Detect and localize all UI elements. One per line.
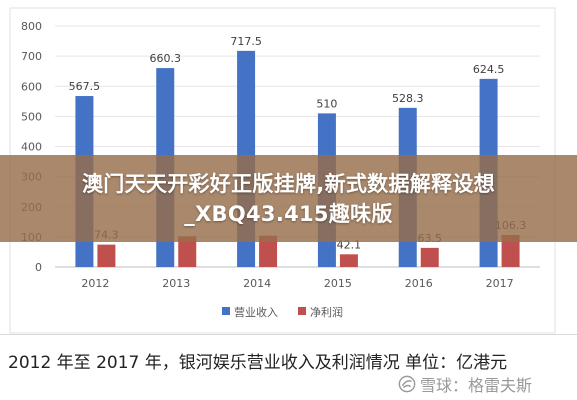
data-label: 510 bbox=[316, 97, 337, 110]
legend: 营业收入 净利润 bbox=[222, 305, 343, 319]
bar-profit bbox=[420, 247, 439, 267]
x-tick-label: 2012 bbox=[81, 277, 109, 290]
data-label: 528.3 bbox=[392, 92, 424, 105]
x-tick-label: 2014 bbox=[243, 277, 271, 290]
data-label: 717.5 bbox=[230, 35, 262, 48]
bar-profit bbox=[259, 235, 278, 267]
legend-swatch bbox=[298, 307, 306, 315]
data-label: 660.3 bbox=[150, 52, 182, 65]
y-tick-label: 600 bbox=[21, 80, 42, 93]
y-tick-label: 500 bbox=[21, 110, 42, 123]
data-label: 624.5 bbox=[473, 63, 505, 76]
bar-profit bbox=[501, 234, 520, 267]
watermark-text: 雪球：格雷夫斯 bbox=[420, 376, 533, 395]
overlay-banner: 澳门天天开彩好正版挂牌,新式数据解释设想 _XBQ43.415趣味版 bbox=[0, 155, 577, 242]
legend-swatch bbox=[222, 307, 230, 315]
bar-profit bbox=[178, 236, 197, 267]
y-tick-label: 800 bbox=[21, 20, 42, 33]
bar-profit bbox=[339, 254, 358, 267]
x-tick-label: 2015 bbox=[324, 277, 352, 290]
chart-caption: 2012 年至 2017 年，银河娱乐营业收入及利润情况 单位：亿港元 bbox=[8, 353, 508, 373]
legend-label: 净利润 bbox=[310, 305, 343, 319]
x-tick-label: 2016 bbox=[405, 277, 433, 290]
legend-label: 营业收入 bbox=[234, 305, 278, 319]
y-tick-label: 700 bbox=[21, 50, 42, 63]
banner-title-line2: _XBQ43.415趣味版 bbox=[184, 201, 393, 226]
data-label: 567.5 bbox=[69, 80, 101, 93]
x-tick-label: 2017 bbox=[486, 277, 514, 290]
separator bbox=[0, 334, 577, 335]
snowball-logo-icon bbox=[398, 375, 416, 393]
watermark: 雪球：格雷夫斯 bbox=[398, 372, 532, 396]
banner-title-line1: 澳门天天开彩好正版挂牌,新式数据解释设想 bbox=[82, 171, 495, 196]
x-axis-ticks: 2012 2013 2014 2015 2016 2017 bbox=[81, 277, 513, 290]
y-tick-label: 400 bbox=[21, 141, 42, 154]
y-tick-label: 0 bbox=[35, 261, 42, 274]
x-tick-label: 2013 bbox=[162, 277, 190, 290]
bar-profit bbox=[97, 244, 116, 267]
